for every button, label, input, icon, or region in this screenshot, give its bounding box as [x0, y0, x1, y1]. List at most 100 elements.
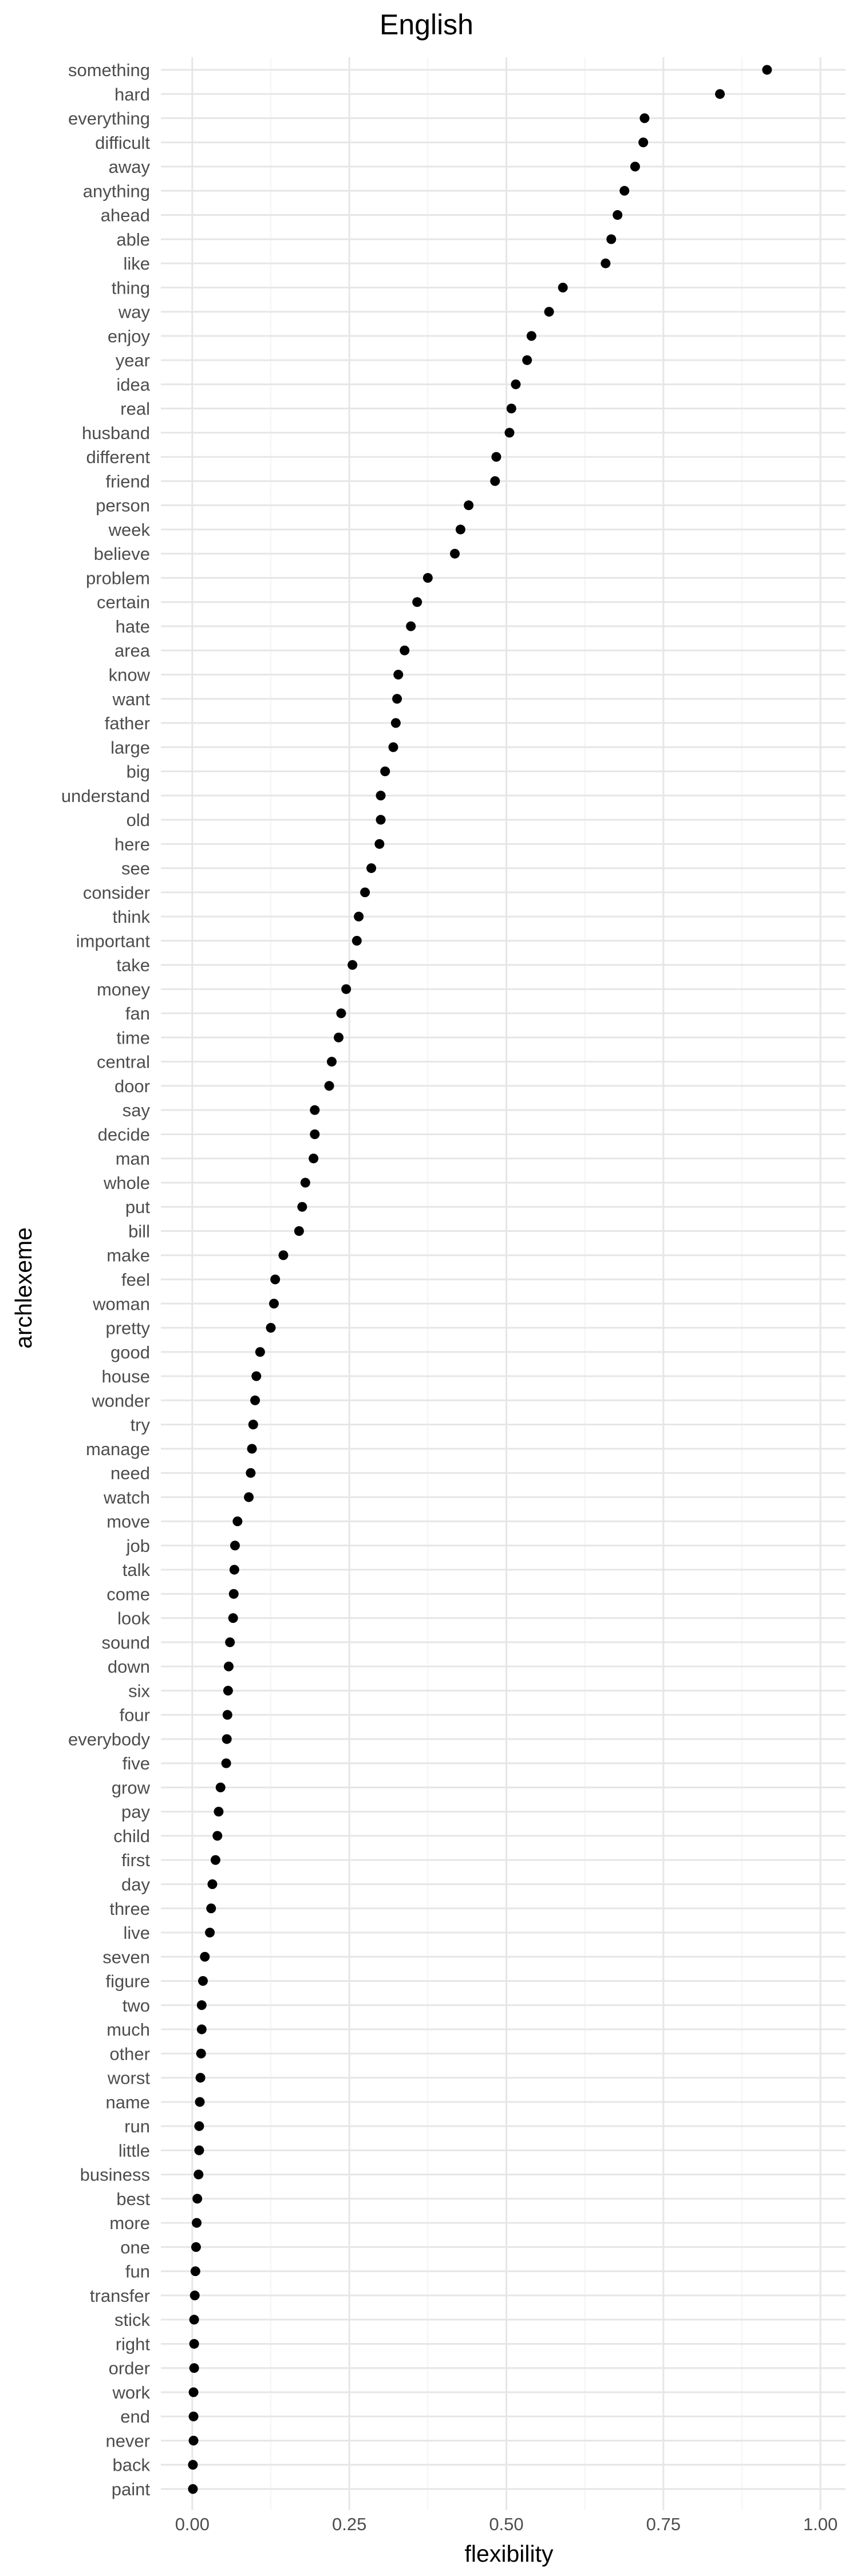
data-point	[544, 307, 554, 317]
data-point	[188, 2387, 199, 2397]
data-point	[198, 1976, 208, 1986]
data-point	[491, 452, 501, 462]
data-point	[341, 984, 352, 994]
y-tick-label: three	[109, 1899, 150, 1919]
data-point	[715, 89, 725, 99]
y-tick-label: feel	[121, 1270, 150, 1290]
data-point	[390, 718, 401, 728]
data-point	[300, 1178, 310, 1188]
y-tick-label: watch	[103, 1487, 150, 1507]
y-tick-label: pay	[121, 1802, 150, 1822]
y-tick-label: different	[86, 447, 151, 467]
data-point	[278, 1250, 289, 1261]
y-tick-label: four	[120, 1705, 150, 1725]
data-point	[526, 331, 536, 341]
y-tick-label: pretty	[105, 1318, 150, 1338]
data-point	[196, 2000, 207, 2010]
data-point	[638, 137, 649, 148]
data-point	[191, 2242, 201, 2252]
y-tick-label: important	[76, 931, 151, 951]
y-tick-label: say	[123, 1100, 151, 1120]
data-point	[392, 694, 402, 704]
data-point	[196, 2024, 207, 2034]
data-point	[270, 1274, 281, 1285]
data-point	[366, 863, 377, 874]
y-tick-label: thing	[112, 278, 150, 298]
y-tick-label: make	[106, 1246, 150, 1266]
y-tick-label: good	[110, 1342, 150, 1362]
data-point	[210, 1855, 220, 1865]
y-tick-label: end	[120, 2407, 150, 2427]
points-layer	[188, 65, 772, 2494]
data-point	[247, 1444, 257, 1454]
data-point	[762, 65, 772, 75]
y-tick-label: work	[112, 2383, 151, 2403]
data-point	[193, 2170, 204, 2180]
y-tick-label: husband	[82, 423, 150, 443]
y-tick-label: right	[116, 2334, 151, 2354]
data-point	[490, 476, 500, 486]
y-tick-label: grow	[112, 1777, 151, 1797]
data-point	[388, 742, 398, 752]
data-point	[189, 2314, 199, 2325]
data-point	[376, 815, 386, 825]
y-tick-label: way	[118, 302, 151, 322]
y-tick-label: hate	[116, 617, 150, 637]
data-point	[244, 1492, 254, 1502]
data-point	[347, 960, 358, 970]
data-point	[212, 1831, 223, 1841]
data-point	[406, 621, 416, 631]
y-tick-label: area	[114, 641, 151, 661]
y-tick-label: take	[116, 955, 150, 975]
data-point	[393, 670, 404, 679]
data-point	[334, 1032, 344, 1042]
data-point	[251, 1371, 262, 1381]
data-point	[464, 500, 474, 511]
y-tick-label: think	[113, 907, 151, 927]
y-axis-title: archlexeme	[10, 1227, 37, 1349]
data-point	[352, 935, 362, 946]
data-point	[606, 234, 617, 244]
data-point	[192, 2218, 202, 2228]
data-point	[336, 1008, 346, 1018]
y-tick-label: here	[114, 834, 150, 854]
y-tick-label: stick	[114, 2310, 151, 2330]
y-tick-label: order	[109, 2358, 150, 2379]
data-point	[189, 2290, 200, 2301]
y-tick-label: believe	[94, 544, 150, 564]
data-point	[215, 1782, 226, 1792]
data-point	[310, 1129, 320, 1139]
data-point	[613, 210, 623, 220]
y-tick-label: difficult	[95, 133, 150, 153]
y-tick-label: understand	[61, 786, 150, 806]
y-tick-label: bill	[128, 1221, 150, 1241]
data-point	[310, 1105, 320, 1115]
data-point	[558, 282, 568, 293]
y-tick-label: manage	[86, 1439, 150, 1459]
data-point	[230, 1540, 240, 1551]
data-point	[229, 1564, 239, 1575]
y-tick-label: door	[114, 1076, 150, 1096]
y-tick-label: hard	[114, 84, 150, 104]
data-point	[380, 767, 390, 777]
y-tick-label: everything	[68, 109, 150, 129]
data-point	[206, 1903, 216, 1914]
y-tick-label: day	[121, 1875, 150, 1895]
y-tick-label: name	[105, 2092, 150, 2112]
data-point	[188, 2411, 199, 2421]
y-tick-label: job	[126, 1536, 150, 1556]
data-point	[400, 645, 410, 655]
y-tick-label: live	[123, 1923, 150, 1943]
y-tick-label: more	[109, 2213, 150, 2233]
y-tick-label: transfer	[90, 2286, 150, 2306]
y-tick-label: old	[127, 810, 150, 830]
data-point	[222, 1734, 232, 1744]
y-tick-label: time	[116, 1028, 150, 1048]
data-point	[269, 1298, 279, 1309]
data-point	[194, 2145, 204, 2155]
y-tick-label: father	[105, 713, 150, 733]
y-tick-label: consider	[83, 883, 150, 903]
data-point	[221, 1758, 231, 1768]
